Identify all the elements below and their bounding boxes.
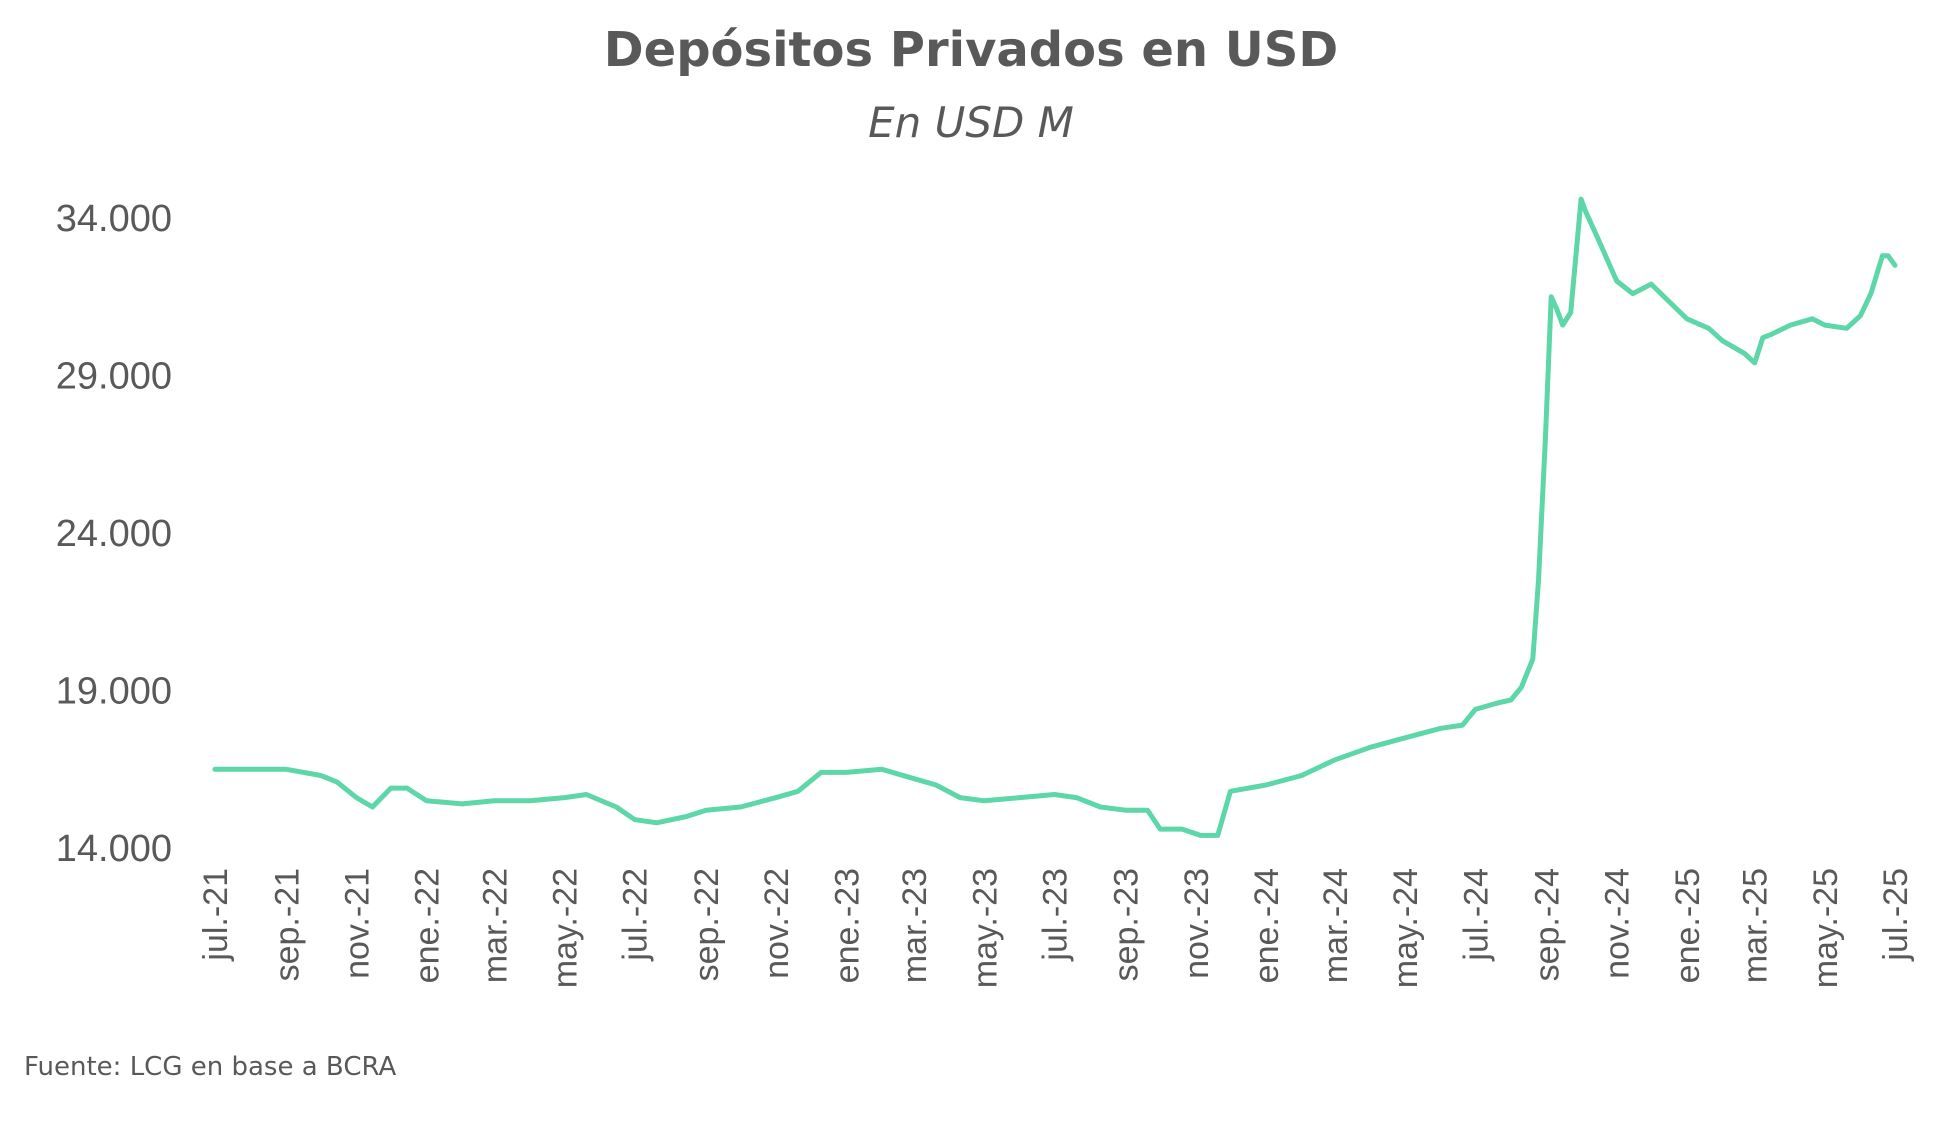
x-tick-label: sep.-24 <box>1529 868 1567 981</box>
x-tick-label: ene.-23 <box>828 868 866 983</box>
x-tick-label: ene.-25 <box>1669 868 1707 983</box>
source-note: Fuente: LCG en base a BCRA <box>24 1052 397 1082</box>
y-tick-label: 14.000 <box>56 828 172 870</box>
y-tick-label: 34.000 <box>56 198 172 240</box>
x-tick-label: nov.-23 <box>1178 868 1216 979</box>
x-tick-label: sep.-23 <box>1108 868 1146 981</box>
x-tick-label: jul.-24 <box>1457 868 1495 962</box>
x-tick-label: mar.-22 <box>476 868 514 983</box>
x-tick-label: nov.-22 <box>758 868 796 979</box>
x-tick-label: sep.-21 <box>268 868 306 981</box>
x-tick-label: may.-24 <box>1387 868 1425 988</box>
x-tick-label: jul.-23 <box>1036 868 1074 962</box>
x-tick-label: mar.-24 <box>1317 868 1355 983</box>
x-tick-label: sep.-22 <box>688 868 726 981</box>
y-tick-label: 24.000 <box>56 513 172 555</box>
x-tick-label: ene.-22 <box>409 868 447 983</box>
x-tick-label: jul.-21 <box>197 868 235 962</box>
chart-title: Depósitos Privados en USD <box>603 22 1339 78</box>
x-tick-label: nov.-24 <box>1599 868 1637 979</box>
x-tick-label: mar.-23 <box>896 868 934 983</box>
x-tick-label: jul.-25 <box>1877 868 1915 962</box>
x-tick-label: may.-23 <box>966 868 1004 988</box>
x-tick-label: nov.-21 <box>338 868 376 979</box>
x-tick-label: mar.-25 <box>1737 868 1775 983</box>
x-tick-label: may.-25 <box>1807 868 1845 988</box>
y-tick-label: 19.000 <box>56 671 172 713</box>
chart-subtitle: En USD M <box>868 98 1074 147</box>
x-tick-label: jul.-22 <box>617 868 655 962</box>
y-tick-label: 29.000 <box>56 356 172 398</box>
x-tick-label: may.-22 <box>547 868 585 988</box>
series-line <box>212 196 1898 838</box>
x-tick-label: ene.-24 <box>1248 868 1286 983</box>
